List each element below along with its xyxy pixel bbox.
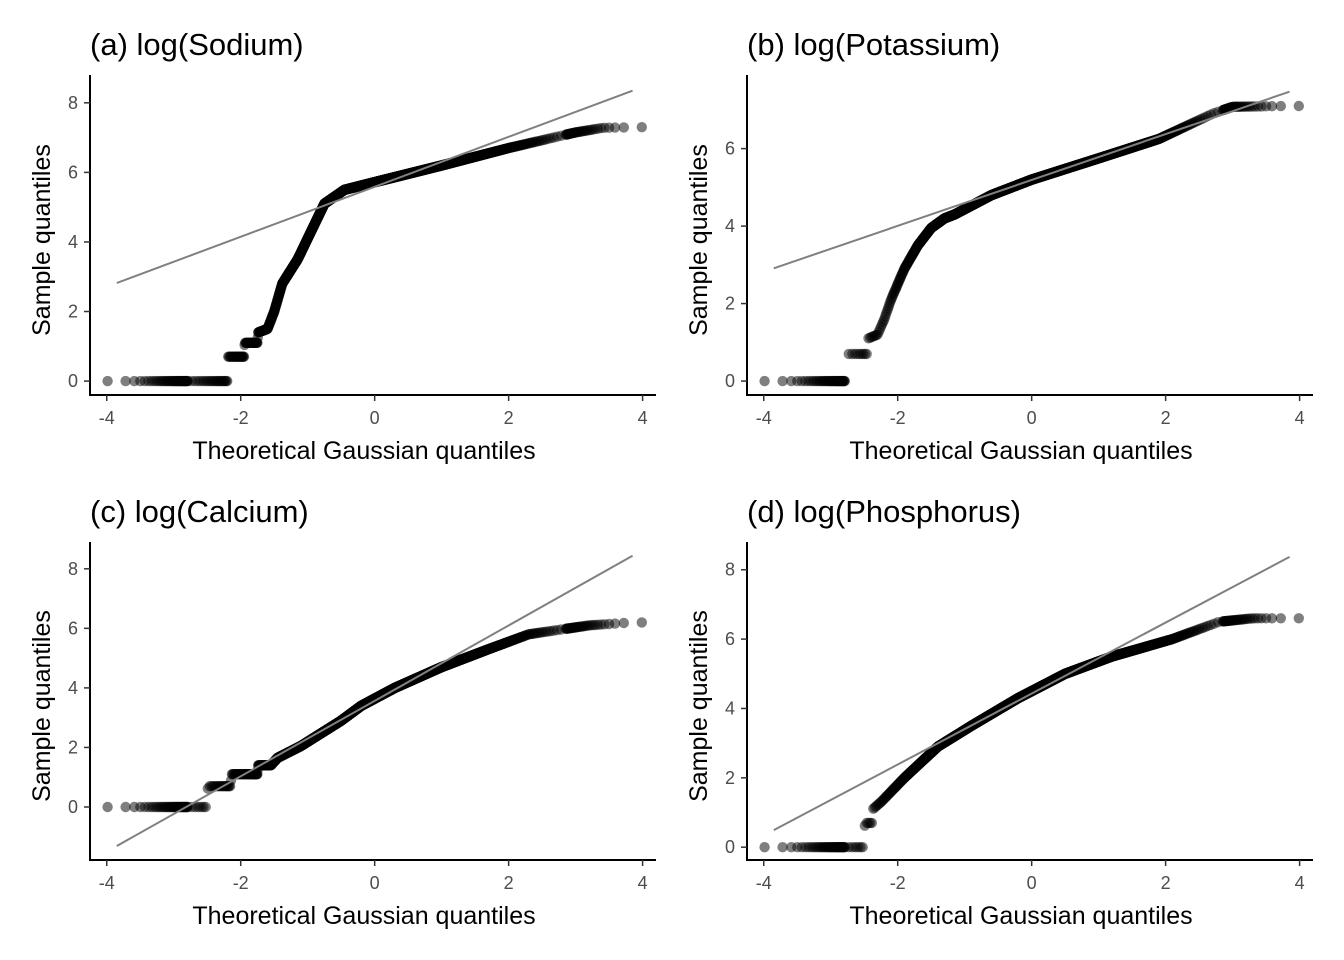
data-point xyxy=(238,351,250,362)
data-point xyxy=(200,801,211,813)
data-point xyxy=(759,375,770,387)
x-tick-label: 2 xyxy=(504,408,514,428)
y-tick-label: 6 xyxy=(68,162,78,182)
panel-title: (b) log(Potassium) xyxy=(747,27,1000,62)
sample-points xyxy=(102,617,647,813)
x-tick-label: -2 xyxy=(233,408,249,428)
x-tick-label: -2 xyxy=(890,408,906,428)
x-tick-label: 0 xyxy=(1027,408,1037,428)
y-tick-label: 6 xyxy=(725,139,735,159)
data-point xyxy=(102,375,113,387)
data-point xyxy=(222,375,233,387)
panel-b: (b) log(Potassium) -4 -2 0 2 4 0 2 4 6 Theoretical… xyxy=(685,27,1313,465)
x-tick-label: 4 xyxy=(638,408,648,428)
data-point xyxy=(1293,100,1305,112)
x-axis-label: Theoretical Gaussian quantiles xyxy=(192,437,535,465)
data-point xyxy=(839,375,850,387)
data-point xyxy=(120,375,131,387)
x-tick-label: -4 xyxy=(99,408,115,428)
panel-title: (a) log(Sodium) xyxy=(90,27,304,62)
reference-line xyxy=(773,90,1290,270)
panel-c: (c) log(Calcium)-4 -2 0 2 402468Theoretical … xyxy=(28,494,656,930)
y-tick-label: 0 xyxy=(68,371,78,391)
x-axis-label: Theoretical Gaussian quantiles xyxy=(849,437,1192,465)
data-point xyxy=(861,348,872,360)
x-tick-label: 2 xyxy=(1161,408,1171,428)
y-axis-label: Sample quantiles xyxy=(28,144,56,336)
y-tick-label: 0 xyxy=(725,371,735,391)
data-point xyxy=(1275,100,1287,112)
x-tick-label: 0 xyxy=(370,408,380,428)
y-axis-label: Sample quantiles xyxy=(685,144,713,336)
y-tick-label: 4 xyxy=(725,216,735,236)
data-point xyxy=(102,801,113,813)
data-point xyxy=(618,122,629,133)
panel-title: (c) log(Calcium) xyxy=(90,494,309,529)
y-tick-label: 2 xyxy=(725,294,735,314)
x-tick-label: -4 xyxy=(756,408,772,428)
sample-points xyxy=(759,100,1305,387)
reference-line xyxy=(116,89,633,284)
y-tick-label: 8 xyxy=(68,93,78,113)
panel-a: (a) log(Sodium) -4 -2 0 2 4 0 2 4 6 8 Theoretical G… xyxy=(28,27,656,465)
y-tick-label: 4 xyxy=(68,232,78,252)
y-tick-label: 2 xyxy=(68,302,78,322)
sample-points xyxy=(102,122,647,387)
data-point xyxy=(636,122,647,133)
x-tick-label: 4 xyxy=(1295,408,1305,428)
